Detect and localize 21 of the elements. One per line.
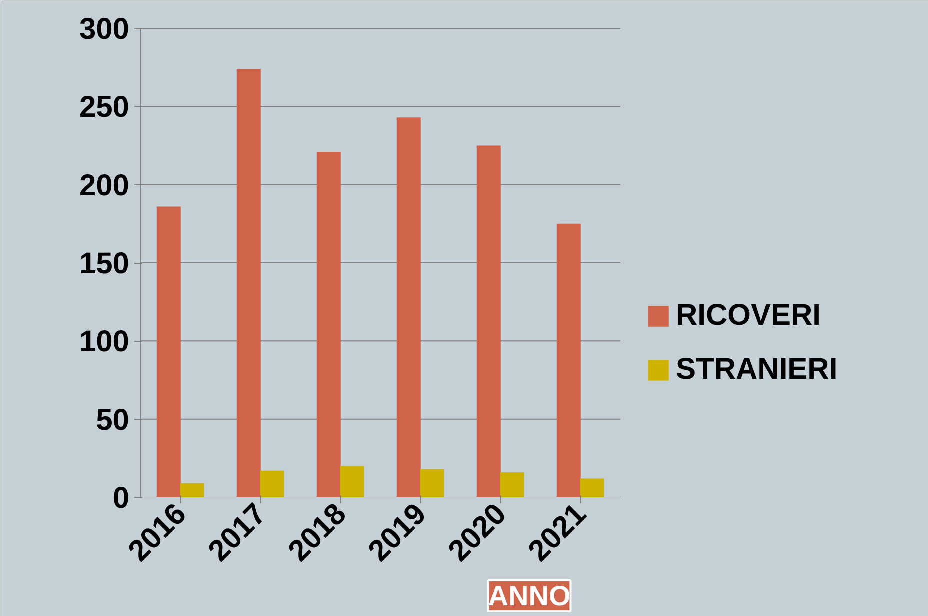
y-tick-label: 0 — [112, 482, 130, 515]
y-tick-label: 250 — [79, 91, 130, 124]
bar — [260, 470, 284, 498]
bar — [580, 478, 604, 498]
bar — [316, 152, 341, 498]
bar — [340, 466, 364, 498]
legend-label: STRANIERI — [676, 353, 838, 387]
y-tick-label: 200 — [79, 169, 130, 202]
y-tick-label: 50 — [96, 404, 130, 437]
bar — [180, 483, 204, 498]
bar — [556, 224, 581, 498]
y-tick-label: 100 — [79, 326, 130, 359]
bar — [420, 469, 444, 498]
bar — [236, 69, 261, 498]
legend-label: RICOVERI — [676, 299, 822, 333]
bar — [156, 206, 181, 498]
y-tick-label: 150 — [79, 248, 130, 280]
y-tick-label: 300 — [79, 13, 130, 46]
bar — [476, 146, 501, 498]
bar — [396, 118, 421, 498]
bar — [500, 472, 524, 498]
